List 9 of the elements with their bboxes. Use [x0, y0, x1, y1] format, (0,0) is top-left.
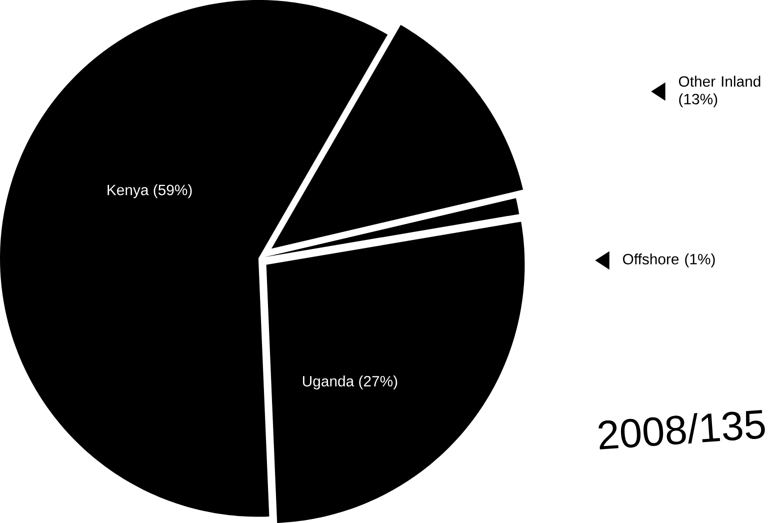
data-label: (1%) [685, 253, 715, 268]
data-label: (13%) [679, 93, 718, 108]
data-label: (27%) [359, 376, 398, 390]
slice-label: Kenya [108, 184, 149, 198]
legend-label: Other Inland [678, 76, 760, 87]
slice-label: Uganda [303, 376, 354, 390]
legend-label: Offshore [623, 253, 679, 264]
data-label: (59%) [154, 184, 192, 198]
text: 2008/135 [598, 410, 765, 450]
